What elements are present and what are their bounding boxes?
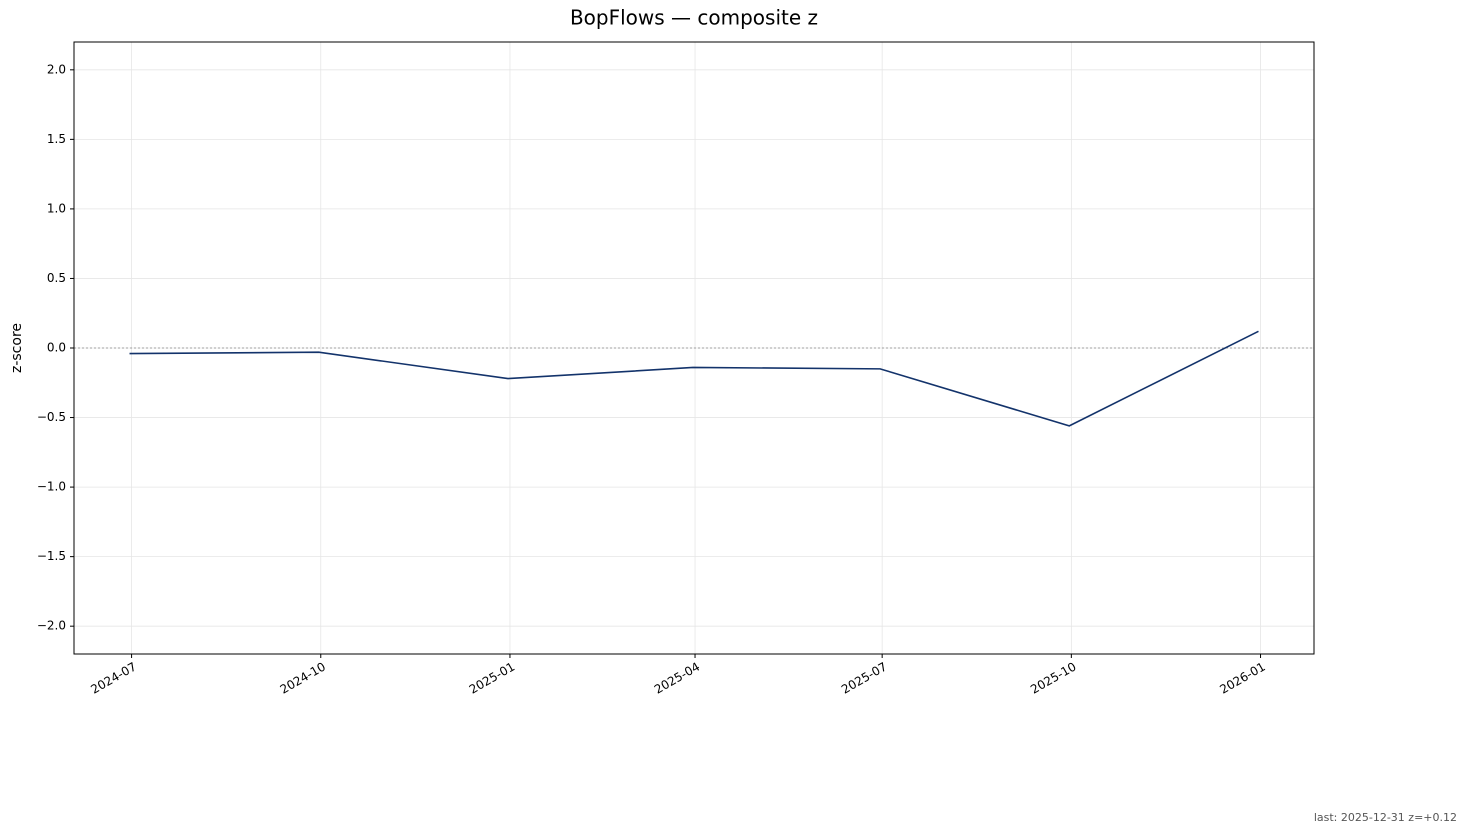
- x-tick-label: 2025-01: [467, 660, 517, 697]
- x-tick-label: 2025-07: [839, 660, 889, 697]
- x-tick-label: 2024-10: [278, 660, 328, 697]
- y-axis-label: z-score: [9, 323, 25, 373]
- y-tick-label: 0.5: [47, 271, 66, 285]
- x-tick-label: 2026-01: [1217, 660, 1267, 697]
- y-tick-label: 2.0: [47, 62, 66, 76]
- x-tick-label: 2025-04: [652, 660, 702, 697]
- line: [129, 330, 1259, 427]
- y-tick-label: −0.5: [37, 410, 66, 424]
- y-tick-label: 1.5: [47, 132, 66, 146]
- y-tick-label: −1.5: [37, 549, 66, 563]
- chart-title: BopFlows — composite z: [570, 6, 818, 30]
- x-tick-label: 2025-10: [1028, 660, 1078, 697]
- y-tick-label: 0.0: [47, 341, 66, 355]
- annotation: last: 2025-12-31 z=+0.12: [1314, 811, 1457, 824]
- y-tick-label: −2.0: [37, 619, 66, 633]
- y-tick-label: 1.0: [47, 201, 66, 215]
- plot-frame: [73, 41, 1315, 655]
- y-tick-label: −1.0: [37, 480, 66, 494]
- x-tick-label: 2024-07: [88, 660, 138, 697]
